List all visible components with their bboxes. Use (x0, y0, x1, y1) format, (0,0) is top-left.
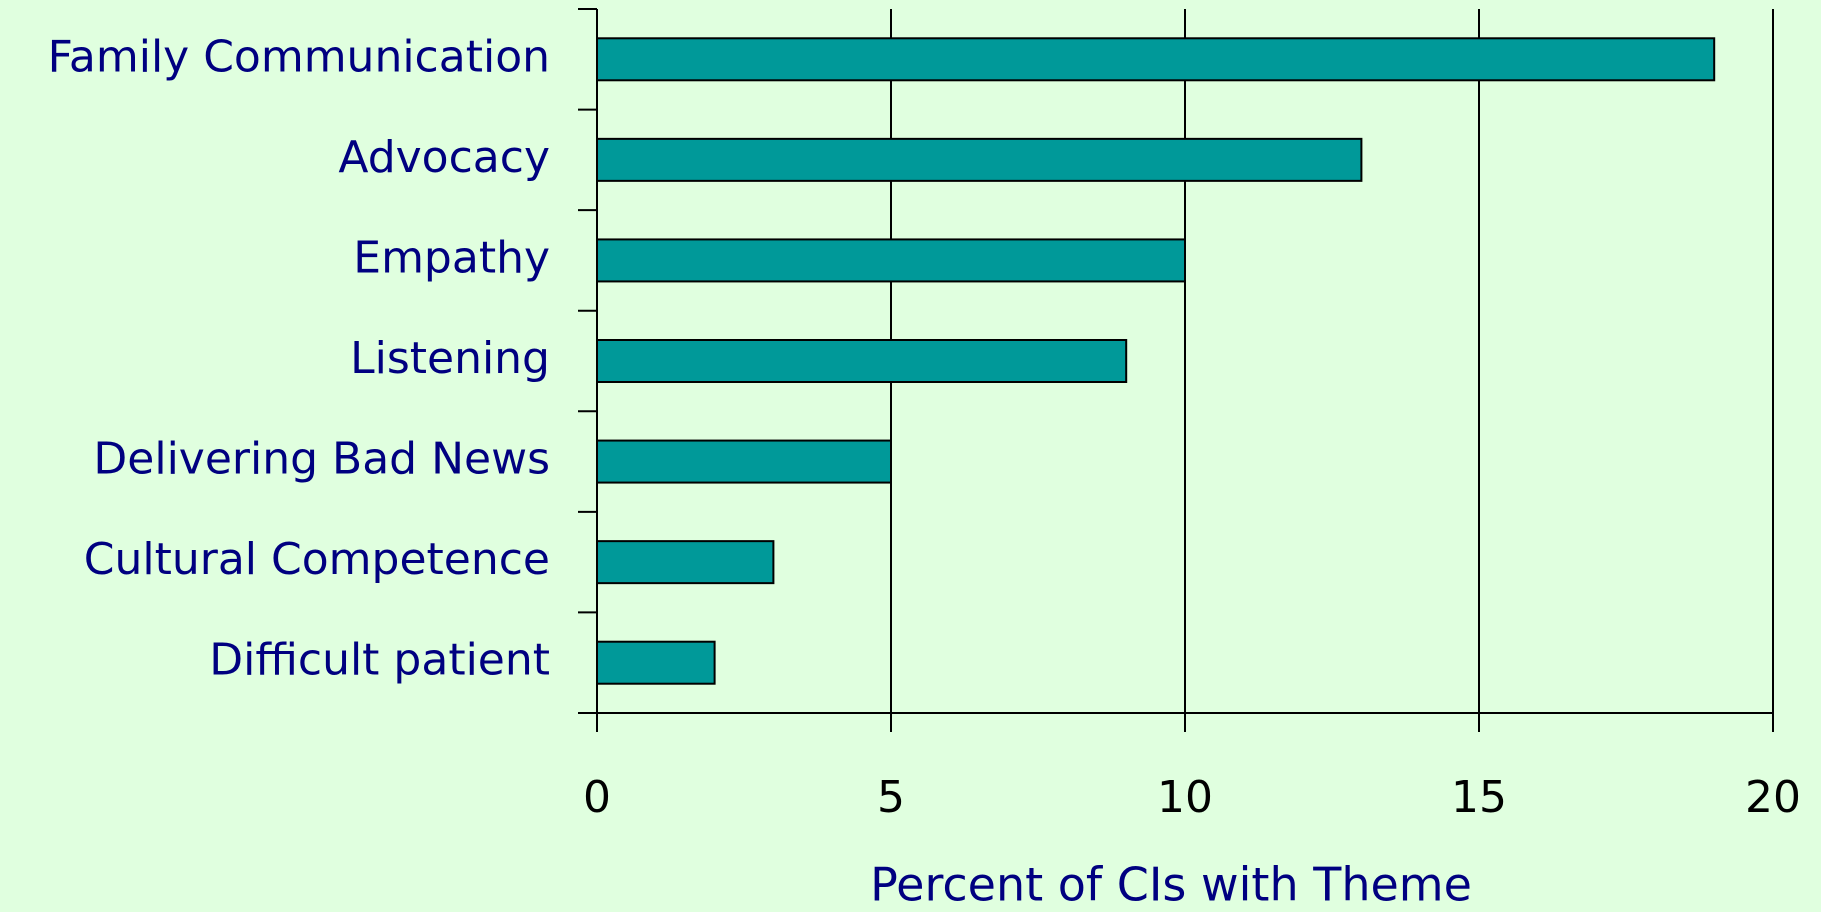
y-tick-label: Difficult patient (209, 635, 550, 686)
y-tick-label: Listening (350, 333, 550, 384)
bar (596, 640, 716, 685)
y-tick-label: Delivering Bad News (93, 434, 550, 485)
y-tick-label: Cultural Competence (84, 534, 550, 585)
x-axis-label: Percent of CIs with Theme (870, 858, 1472, 912)
bar (596, 238, 1186, 283)
bar (596, 540, 775, 585)
y-tick-label: Advocacy (338, 132, 550, 183)
bar (596, 137, 1363, 182)
bar (596, 339, 1128, 383)
x-tick-label: 10 (1157, 772, 1213, 823)
bar (596, 37, 1716, 82)
y-tick-label: Family Communication (48, 31, 550, 82)
y-tick-label: Empathy (353, 232, 550, 283)
x-tick-label: 0 (583, 772, 611, 823)
bar (596, 439, 892, 484)
x-tick-label: 20 (1745, 772, 1801, 823)
x-tick-label: 5 (877, 772, 905, 823)
x-tick-label: 15 (1451, 772, 1507, 823)
